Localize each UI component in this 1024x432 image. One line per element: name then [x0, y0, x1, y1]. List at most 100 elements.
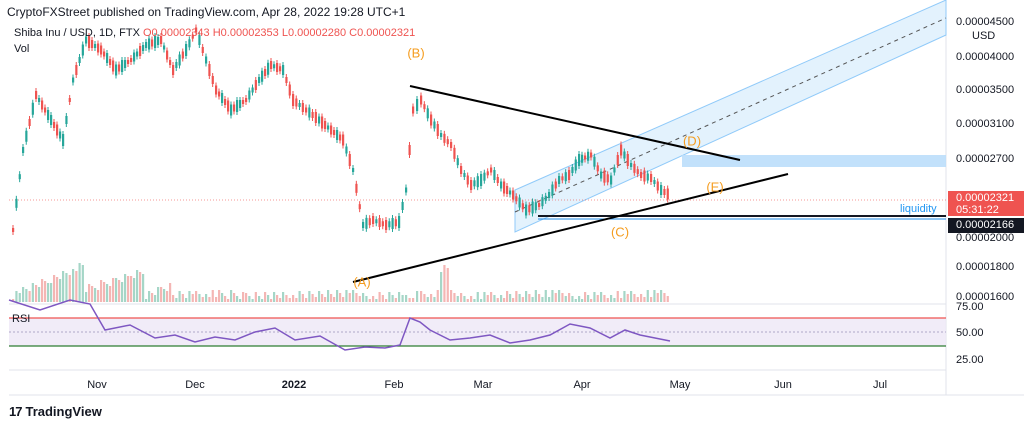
volume-bar	[394, 298, 397, 302]
candle-body	[436, 124, 439, 136]
volume-bar	[311, 294, 314, 302]
candle-body	[541, 197, 544, 207]
volume-bar	[512, 298, 515, 302]
candle-body	[178, 54, 181, 66]
candle-body	[288, 84, 291, 96]
volume-bar	[423, 294, 426, 302]
candle-body	[587, 151, 590, 161]
volume-bar	[339, 293, 342, 302]
volume-bar	[181, 294, 184, 302]
volume-bar	[486, 295, 489, 302]
candle-body	[301, 103, 304, 112]
candle-body	[450, 142, 453, 148]
candle-body	[463, 173, 466, 177]
volume-bar	[308, 291, 311, 302]
volume-bar	[554, 293, 557, 302]
volume-bar	[321, 294, 324, 302]
candle-body	[175, 62, 178, 68]
candle-body	[593, 156, 596, 167]
candle-body	[121, 60, 124, 72]
volume-bar	[656, 293, 659, 302]
candle-body	[285, 77, 288, 83]
symbol-legend: Shiba Inu / USD, 1D, FTX O0.00002343 H0.…	[14, 27, 415, 39]
candle-body	[578, 154, 581, 166]
volume-bar	[295, 298, 298, 302]
candle-body	[205, 56, 208, 64]
candle-body	[336, 130, 339, 140]
candle-body	[254, 80, 257, 90]
volume-bar	[483, 292, 486, 302]
upper-trendline	[409, 85, 741, 161]
volume-bar	[606, 298, 609, 302]
candle-body	[311, 112, 314, 118]
candle-body	[663, 189, 666, 195]
volume-bar	[163, 289, 166, 302]
volume-bar	[62, 271, 65, 302]
candle-body	[53, 122, 56, 128]
candle-body	[623, 151, 626, 159]
candle-body	[636, 169, 639, 175]
volume-bar	[327, 290, 330, 302]
volume-bar	[436, 290, 439, 302]
volume-bar	[15, 291, 18, 302]
price-tick: 0.00002700	[956, 153, 1015, 165]
volume-bar	[603, 295, 606, 302]
volume-bars	[12, 263, 669, 302]
volume-bar	[251, 299, 254, 302]
candle-body	[506, 186, 509, 194]
candle-body	[480, 174, 483, 186]
candle-body	[22, 147, 25, 153]
volume-bar	[626, 294, 629, 302]
volume-bar	[121, 282, 124, 302]
candle-body	[596, 165, 599, 172]
candle-body	[270, 61, 273, 69]
volume-bar	[233, 293, 236, 302]
candle-body	[112, 60, 115, 72]
candle-body	[221, 93, 224, 103]
candle-body	[292, 94, 295, 106]
volume-bar	[285, 295, 288, 302]
candle-body	[264, 69, 267, 76]
volume-bar	[503, 298, 506, 302]
volume-bar	[191, 294, 194, 302]
candle-body	[242, 100, 245, 104]
volume-bar	[584, 292, 587, 302]
volume-bar	[453, 293, 456, 302]
volume-bar	[509, 294, 512, 302]
volume-bar	[124, 274, 127, 302]
candle-body	[318, 116, 321, 124]
candle-body	[558, 176, 561, 184]
volume-bar	[653, 290, 656, 302]
candle-body	[512, 190, 515, 200]
volume-bar	[273, 292, 276, 302]
volume-bar	[100, 280, 103, 302]
volume-bar	[401, 295, 404, 302]
volume-bar	[94, 288, 97, 302]
candle-body	[453, 147, 456, 159]
tradingview-logo[interactable]: 17 TradingView	[9, 404, 102, 419]
candle-body	[476, 176, 479, 188]
candle-body	[201, 47, 204, 53]
candle-body	[94, 44, 97, 48]
candle-body	[18, 174, 21, 180]
volume-bar	[276, 295, 279, 302]
candle-body	[38, 98, 41, 102]
candle-body	[610, 175, 613, 185]
volume-bar	[538, 294, 541, 302]
time-tick: 2022	[281, 379, 307, 391]
candle-body	[44, 107, 47, 113]
volume-bar	[660, 290, 663, 302]
volume-bar	[521, 297, 524, 302]
candle-body	[106, 53, 109, 63]
candle-body	[227, 100, 230, 112]
volume-bar	[211, 290, 214, 302]
volume-bar	[72, 269, 75, 302]
volume-bar	[264, 292, 267, 302]
candle-body	[148, 38, 151, 50]
volume-bar	[408, 298, 411, 302]
volume-bar	[236, 296, 239, 302]
volume-bar	[568, 293, 571, 302]
candle-body	[646, 173, 649, 181]
candle-body	[261, 70, 264, 82]
